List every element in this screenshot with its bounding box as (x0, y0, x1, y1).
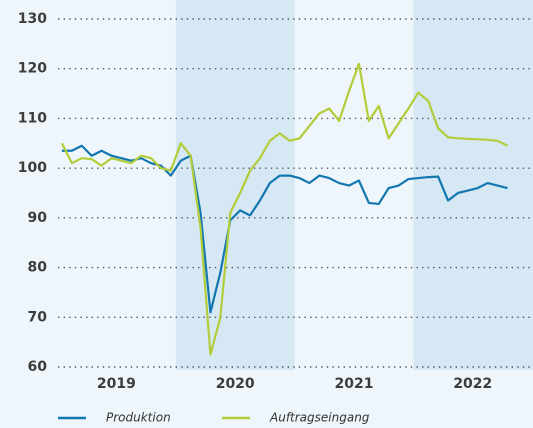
year-band (413, 0, 533, 370)
y-tick-label: 60 (28, 359, 48, 375)
y-tick-label: 100 (18, 160, 47, 176)
x-tick-label: 2020 (216, 376, 255, 392)
y-tick-label: 80 (28, 260, 48, 276)
y-tick-label: 70 (28, 309, 48, 325)
y-tick-label: 120 (18, 61, 47, 77)
y-tick-label: 90 (28, 210, 48, 226)
series-line (60, 62, 508, 356)
x-tick-label: 2022 (453, 376, 492, 392)
y-tick-label: 110 (18, 110, 47, 126)
legend-label: Auftragseingang (269, 411, 370, 425)
year-bands (175, 0, 533, 370)
y-tick-label: 130 (18, 11, 47, 27)
legend-label: Produktion (106, 411, 171, 425)
x-tick-label: 2019 (97, 376, 136, 392)
x-tick-label: 2021 (335, 376, 374, 392)
